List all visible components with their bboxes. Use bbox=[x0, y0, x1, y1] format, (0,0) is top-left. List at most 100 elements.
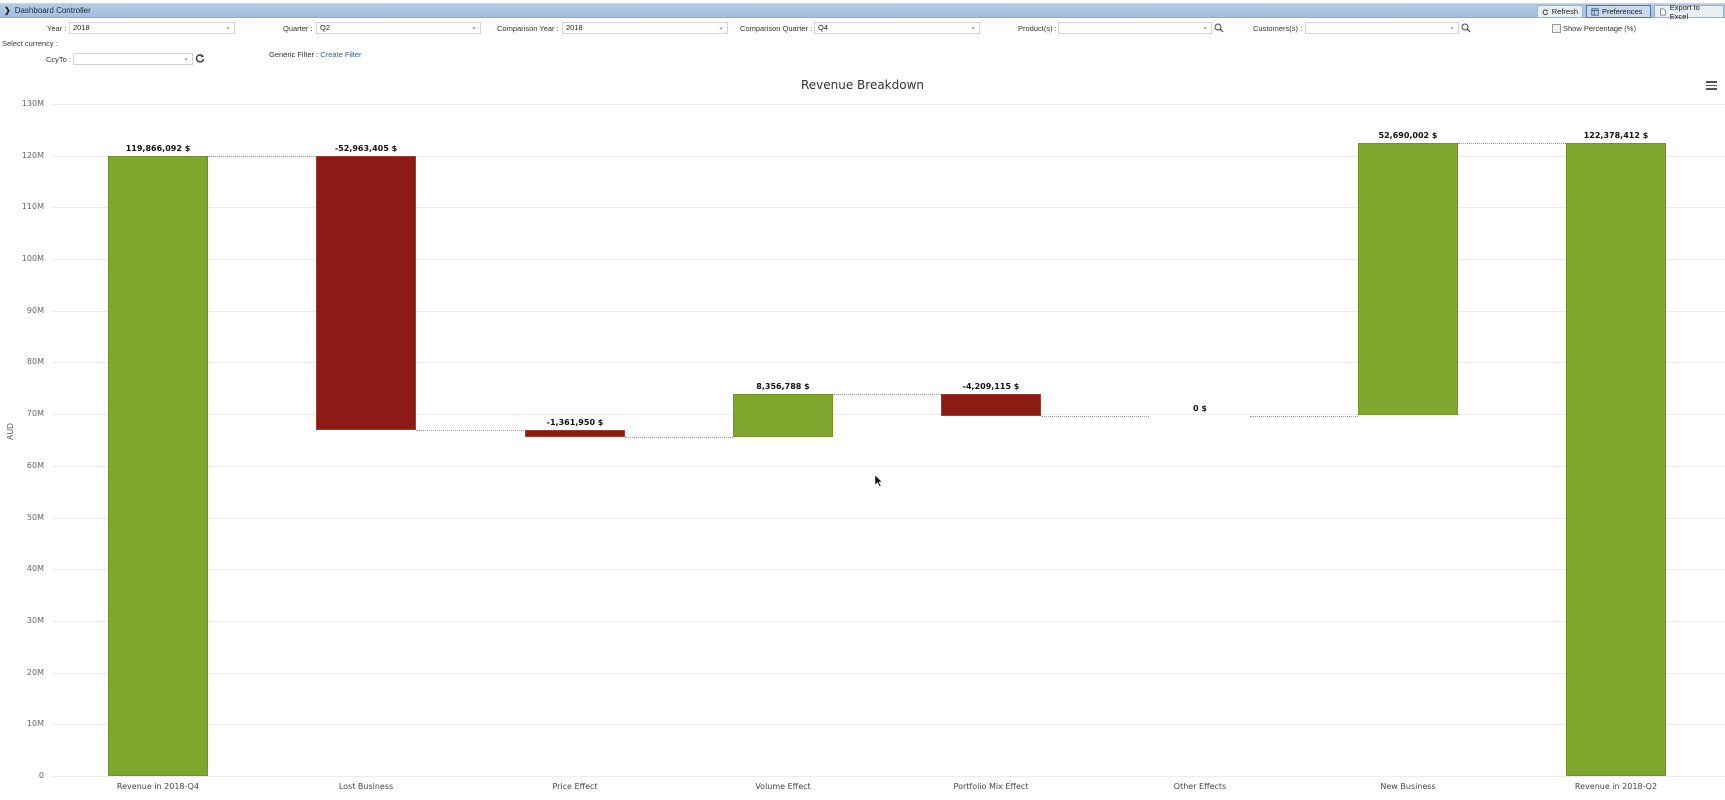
data-label: 0 $ bbox=[1193, 404, 1207, 413]
ccyto-label: CcyTo : bbox=[46, 55, 72, 64]
connector-line bbox=[416, 430, 524, 431]
gridline bbox=[52, 776, 1725, 777]
customers-search-icon[interactable] bbox=[1461, 23, 1471, 33]
y-tick-label: 50M bbox=[26, 513, 44, 522]
y-axis-label: AUD bbox=[6, 423, 15, 440]
waterfall-bar[interactable] bbox=[733, 394, 833, 437]
create-filter-link[interactable]: Create Filter bbox=[320, 50, 362, 59]
gridline bbox=[52, 311, 1725, 312]
products-label: Product(s) : bbox=[1018, 24, 1057, 33]
chart-menu-icon[interactable] bbox=[1706, 81, 1717, 90]
dashboard-controller-bar[interactable]: ❯ Dashboard Controller Refresh Preferenc… bbox=[0, 3, 1725, 21]
gridline bbox=[52, 466, 1725, 467]
refresh-currency-icon[interactable] bbox=[195, 53, 205, 63]
chevron-down-icon: ⌄ bbox=[718, 24, 724, 31]
customers-select[interactable]: ⌄ bbox=[1305, 22, 1459, 34]
waterfall-bar[interactable] bbox=[316, 156, 416, 430]
gridline bbox=[52, 156, 1725, 157]
gridline bbox=[52, 621, 1725, 622]
y-tick-label: 30M bbox=[26, 616, 44, 625]
data-label: 119,866,092 $ bbox=[125, 144, 191, 153]
chevron-down-icon: ⌄ bbox=[1202, 24, 1208, 31]
customers-label: Customers(s) : bbox=[1253, 24, 1303, 33]
waterfall-bar[interactable] bbox=[108, 156, 208, 776]
comparison-quarter-label: Comparison Quarter : bbox=[740, 24, 813, 33]
x-tick-label: Volume Effect bbox=[755, 782, 811, 791]
gridline bbox=[52, 518, 1725, 519]
chevron-down-icon: ⌄ bbox=[970, 24, 976, 31]
y-tick-label: 20M bbox=[26, 668, 44, 677]
data-label: 122,378,412 $ bbox=[1583, 131, 1649, 140]
connector-line bbox=[1250, 416, 1358, 417]
gridline bbox=[52, 414, 1725, 415]
data-label: 8,356,788 $ bbox=[756, 382, 810, 391]
y-tick-label: 70M bbox=[26, 409, 44, 418]
year-label: Year : bbox=[47, 24, 67, 33]
dashboard-controller-title: Dashboard Controller bbox=[14, 6, 91, 15]
waterfall-bar[interactable] bbox=[1358, 143, 1458, 415]
quarter-label: Quarter : bbox=[283, 24, 313, 33]
dashboard-controller-toggle[interactable]: ❯ Dashboard Controller bbox=[4, 6, 91, 15]
waterfall-bar[interactable] bbox=[525, 430, 625, 437]
y-tick-label: 90M bbox=[26, 306, 44, 315]
mouse-cursor-icon bbox=[875, 475, 883, 487]
quarter-select[interactable]: Q2 ⌄ bbox=[316, 22, 481, 34]
x-tick-label: Revenue in 2018-Q2 bbox=[1574, 782, 1658, 791]
y-tick-label: 100M bbox=[21, 254, 44, 263]
gridline bbox=[52, 362, 1725, 363]
columns-icon bbox=[1591, 7, 1599, 16]
connector-line bbox=[208, 156, 316, 157]
y-tick-label: 10M bbox=[26, 719, 44, 728]
connector-line bbox=[1041, 416, 1149, 417]
data-label: 52,690,002 $ bbox=[1378, 131, 1438, 140]
generic-filter-label: Generic Filter : Create Filter bbox=[269, 50, 362, 59]
preferences-button[interactable]: Preferences bbox=[1586, 5, 1651, 18]
y-tick-label: 130M bbox=[21, 99, 44, 108]
refresh-button[interactable]: Refresh bbox=[1537, 5, 1583, 18]
data-label: -52,963,405 $ bbox=[334, 144, 398, 153]
gridline bbox=[52, 207, 1725, 208]
chevron-down-icon: ⌄ bbox=[471, 24, 477, 31]
waterfall-bar[interactable] bbox=[1566, 143, 1666, 776]
data-label: -1,361,950 $ bbox=[546, 418, 604, 427]
products-search-icon[interactable] bbox=[1214, 23, 1224, 33]
x-tick-label: Portfolio Mix Effect bbox=[953, 782, 1029, 791]
chevron-down-icon: ⌄ bbox=[225, 24, 231, 31]
gridline bbox=[52, 724, 1725, 725]
show-percentage-checkbox[interactable] bbox=[1552, 24, 1561, 33]
year-select[interactable]: 2018 ⌄ bbox=[69, 22, 235, 34]
y-tick-label: 0 bbox=[38, 771, 44, 780]
select-currency-label: Select currency : bbox=[2, 39, 58, 48]
comparison-quarter-select[interactable]: Q4 ⌄ bbox=[814, 22, 980, 34]
connector-line bbox=[625, 437, 733, 438]
y-tick-label: 60M bbox=[26, 461, 44, 470]
x-tick-label: New Business bbox=[1380, 782, 1436, 791]
chart-title: Revenue Breakdown bbox=[800, 78, 925, 92]
data-label: -4,209,115 $ bbox=[962, 382, 1020, 391]
x-tick-label: Other Effects bbox=[1173, 782, 1227, 791]
chevron-down-icon: ⌄ bbox=[1449, 24, 1455, 31]
waterfall-bar[interactable] bbox=[941, 394, 1041, 416]
y-tick-label: 110M bbox=[21, 202, 44, 211]
x-tick-label: Lost Business bbox=[338, 782, 394, 791]
gridline bbox=[52, 259, 1725, 260]
products-select[interactable]: ⌄ bbox=[1058, 22, 1212, 34]
x-tick-label: Price Effect bbox=[552, 782, 598, 791]
export-to-excel-button[interactable]: Export to Excel bbox=[1654, 3, 1724, 21]
y-tick-label: 120M bbox=[21, 151, 44, 160]
chevron-down-icon: ⌄ bbox=[183, 55, 189, 62]
x-tick-label: Revenue in 2018-Q4 bbox=[116, 782, 200, 791]
show-percentage-label: Show Percentage (%) bbox=[1563, 24, 1636, 33]
document-icon bbox=[1660, 8, 1666, 15]
comparison-year-label: Comparison Year : bbox=[497, 24, 559, 33]
chevron-down-icon: ❯ bbox=[4, 6, 11, 15]
gridline bbox=[52, 673, 1725, 674]
y-tick-label: 40M bbox=[26, 564, 44, 573]
gridline bbox=[52, 569, 1725, 570]
refresh-icon bbox=[1542, 8, 1549, 15]
connector-line bbox=[833, 394, 941, 395]
ccyto-select[interactable]: ⌄ bbox=[73, 53, 193, 65]
gridline bbox=[52, 104, 1725, 105]
comparison-year-select[interactable]: 2018 ⌄ bbox=[562, 22, 728, 34]
y-tick-label: 80M bbox=[26, 357, 44, 366]
